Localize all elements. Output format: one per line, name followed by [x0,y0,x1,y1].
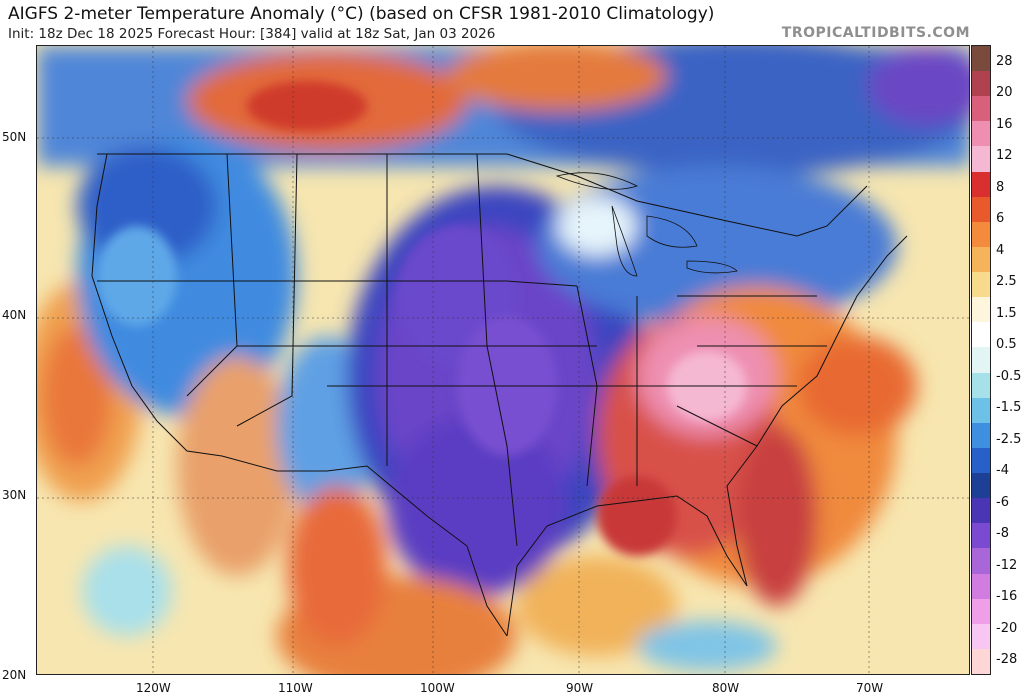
state-line [236,153,298,427]
state-line [676,405,758,447]
colorbar-swatch [972,196,990,223]
colorbar-swatch [972,322,990,348]
colorbar-label: 0.5 [996,337,1017,353]
colorbar-swatch [972,623,990,650]
colorbar [971,45,991,675]
colorbar-label: -4 [996,463,1009,479]
west-coast [91,153,223,457]
colorbar-swatch [972,297,990,323]
lon-label-80w: 80W [712,681,740,695]
colorbar-label: -12 [996,557,1018,573]
colorbar-swatch [972,523,990,549]
colorbar-label: 12 [996,148,1013,164]
brand-watermark: TROPICALTIDBITS.COM [781,25,970,41]
colorbar-label: -0.5 [996,368,1022,384]
state-line [576,285,598,487]
colorbar-label: 28 [996,53,1013,69]
map-title: AIGFS 2-meter Temperature Anomaly (°C) (… [8,4,715,24]
canada-border [97,153,868,237]
colorbar-label: -6 [996,494,1009,510]
colorbar-label: 2.5 [996,274,1017,290]
colorbar-swatch [972,648,990,675]
colorbar-label: -16 [996,589,1018,605]
colorbar-swatch [972,171,990,198]
colorbar-swatch [972,96,990,122]
colorbar-label: -2.5 [996,431,1022,447]
temperature-anomaly-map [36,45,970,675]
colorbar-swatch [972,372,990,399]
lon-label-110w: 110W [278,681,313,695]
colorbar-swatch [972,272,990,298]
colorbar-label: 16 [996,116,1013,132]
colorbar-swatch [972,46,990,72]
colorbar-swatch [972,473,990,499]
colorbar-swatch [972,573,990,600]
colorbar-swatch [972,422,990,449]
colorbar-label: 4 [996,242,1005,258]
lat-label-30n: 30N [2,488,27,502]
colorbar-swatch [972,221,990,248]
map-subtitle: Init: 18z Dec 18 2025 Forecast Hour: [38… [8,26,496,42]
colorbar-label: 8 [996,179,1005,195]
colorbar-swatch [972,447,990,474]
colorbar-label: -20 [996,620,1018,636]
colorbar-swatch [972,71,990,97]
lon-label-90w: 90W [566,681,594,695]
graticule [37,46,969,674]
lat-label-40n: 40N [2,308,27,322]
boundaries [91,153,908,637]
gulf-atlantic-coast [506,235,908,637]
colorbar-label: 20 [996,85,1013,101]
mexico-border [221,455,508,637]
colorbar-swatch [972,347,990,374]
colorbar-swatch [972,548,990,574]
colorbar-label: 1.5 [996,305,1017,321]
great-lakes [555,172,738,277]
colorbar-label: 6 [996,211,1005,227]
lon-label-120w: 120W [136,681,171,695]
colorbar-swatch [972,246,990,273]
colorbar-label: -8 [996,526,1009,542]
lat-label-50n: 50N [2,130,27,144]
colorbar-label: -28 [996,652,1018,668]
lat-label-20n: 20N [2,668,27,682]
state-line [97,280,578,287]
colorbar-swatch [972,498,990,524]
colorbar-label: -1.5 [996,400,1022,416]
state-line [476,153,518,547]
lon-label-100w: 100W [420,681,455,695]
lon-label-70w: 70W [856,681,884,695]
colorbar-swatch [972,598,990,625]
colorbar-swatch [972,397,990,424]
colorbar-swatch [972,121,990,147]
colorbar-swatch [972,146,990,173]
